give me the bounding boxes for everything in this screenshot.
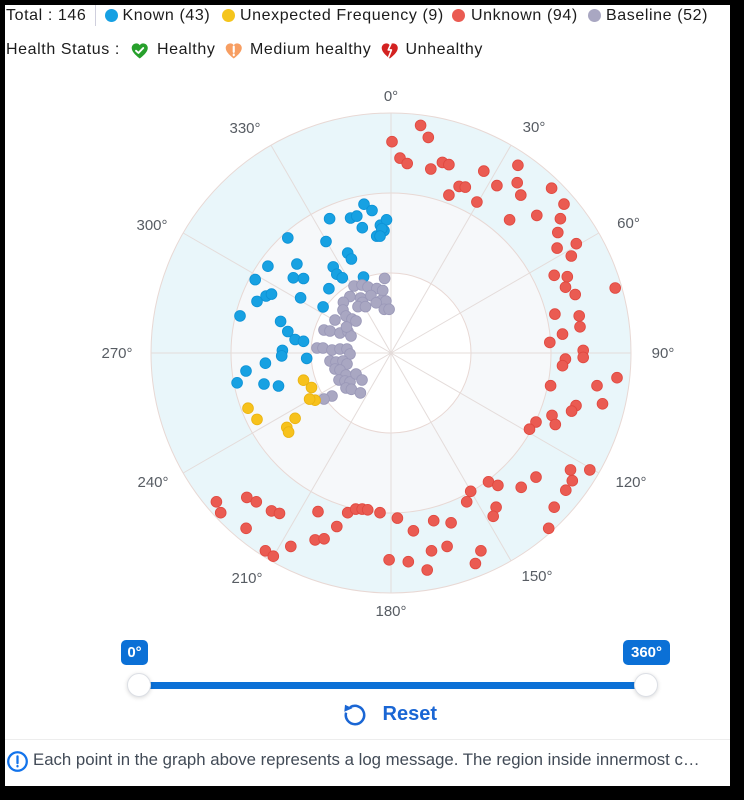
svg-text:0°: 0°	[384, 88, 398, 105]
svg-text:330°: 330°	[229, 120, 260, 137]
svg-text:90°: 90°	[652, 345, 675, 362]
svg-text:240°: 240°	[137, 474, 168, 491]
svg-text:30°: 30°	[523, 119, 546, 136]
svg-text:180°: 180°	[375, 603, 406, 620]
svg-text:300°: 300°	[136, 217, 167, 234]
svg-text:210°: 210°	[231, 570, 262, 587]
svg-text:120°: 120°	[615, 474, 646, 491]
svg-text:60°: 60°	[617, 215, 640, 232]
svg-text:150°: 150°	[521, 568, 552, 585]
svg-text:270°: 270°	[101, 345, 132, 362]
